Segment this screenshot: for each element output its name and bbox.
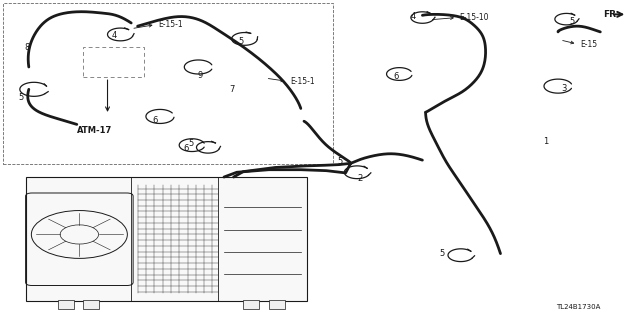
Text: 1: 1: [543, 137, 548, 146]
Text: 2: 2: [357, 174, 362, 183]
Bar: [83, 300, 99, 309]
Text: 4: 4: [111, 31, 116, 40]
Bar: [58, 300, 74, 309]
Bar: [26, 177, 307, 301]
Bar: [243, 300, 259, 309]
Bar: [269, 300, 285, 309]
Text: 5: 5: [440, 249, 445, 258]
Text: 7: 7: [229, 85, 234, 94]
Text: 3: 3: [561, 84, 566, 93]
Text: 6: 6: [184, 144, 189, 153]
Text: 5: 5: [337, 157, 342, 166]
Text: ATM-17: ATM-17: [77, 126, 113, 135]
Text: TL24B1730A: TL24B1730A: [556, 304, 600, 310]
Text: 4: 4: [410, 12, 415, 21]
Text: E-15-1: E-15-1: [158, 20, 182, 29]
Text: 6: 6: [394, 72, 399, 81]
Text: 5: 5: [569, 17, 574, 26]
Text: E-15: E-15: [580, 40, 597, 48]
Text: FR.: FR.: [603, 11, 620, 19]
Text: E-15-1: E-15-1: [290, 77, 314, 86]
Text: E-15-10: E-15-10: [460, 13, 489, 22]
Text: 5: 5: [19, 93, 24, 102]
Text: 9: 9: [198, 71, 203, 80]
Bar: [3, 3, 333, 164]
Text: 8: 8: [24, 43, 29, 52]
Text: 6: 6: [152, 116, 157, 125]
Text: 5: 5: [189, 139, 194, 148]
Text: 5: 5: [238, 37, 243, 46]
